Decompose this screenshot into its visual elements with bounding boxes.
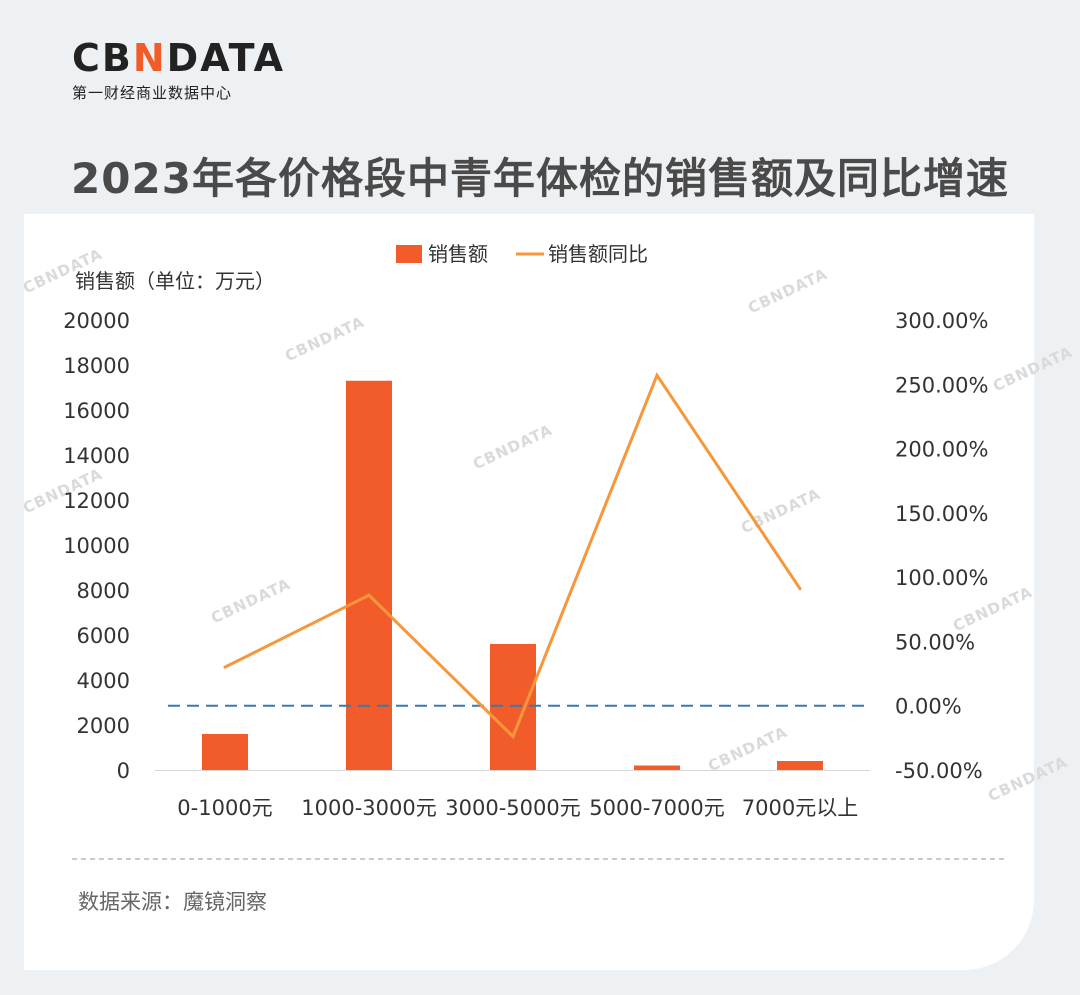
y-tick-label: 14000 [63,444,130,468]
y-tick-label: 2000 [77,714,130,738]
yoy-point [511,735,515,739]
x-tick-label: 7000元以上 [742,796,858,820]
logo-wordmark: CBNDATA [72,36,286,80]
yoy-point [798,587,802,591]
y-tick-label: 8000 [77,579,130,603]
y-tick-label: 6000 [77,624,130,648]
chart-card [24,214,1034,970]
y2-tick-label: 200.00% [895,438,988,462]
data-source: 数据来源：魔镜洞察 [78,890,267,914]
x-tick-label: 5000-7000元 [589,796,724,820]
y-tick-label: 12000 [63,489,130,513]
y2-tick-label: 250.00% [895,373,988,397]
yoy-point [367,593,371,597]
y-tick-label: 4000 [77,669,130,693]
yoy-point [223,665,227,669]
logo-subtitle: 第一财经商业数据中心 [72,84,233,102]
bar [634,765,680,770]
y2-tick-label: 300.00% [895,309,988,333]
legend-swatch-sales [396,245,422,263]
x-tick-label: 1000-3000元 [301,796,436,820]
y-tick-label: 0 [117,759,130,783]
bar [777,761,823,770]
x-tick-label: 0-1000元 [177,796,272,820]
y2-tick-label: 50.00% [895,630,975,654]
y2-tick-label: 100.00% [895,566,988,590]
brand-logo: CBNDATA 第一财经商业数据中心 [72,36,285,103]
y2-tick-label: 0.00% [895,695,962,719]
y2-tick-label: -50.00% [895,759,983,783]
y-axis-label: 销售额（单位：万元） [75,269,275,293]
legend-label-sales: 销售额 [428,242,488,266]
page-title: 2023年各价格段中青年体检的销售额及同比增速 [71,154,1009,203]
x-tick-label: 3000-5000元 [445,796,580,820]
yoy-point [655,373,659,377]
y-tick-label: 20000 [63,309,130,333]
y-tick-label: 18000 [63,354,130,378]
bar [490,644,536,770]
y-tick-label: 16000 [63,399,130,423]
y-tick-label: 10000 [63,534,130,558]
y2-tick-label: 150.00% [895,502,988,526]
bar [346,380,392,770]
bar [202,734,248,770]
legend-label-yoy: 销售额同比 [548,242,648,266]
